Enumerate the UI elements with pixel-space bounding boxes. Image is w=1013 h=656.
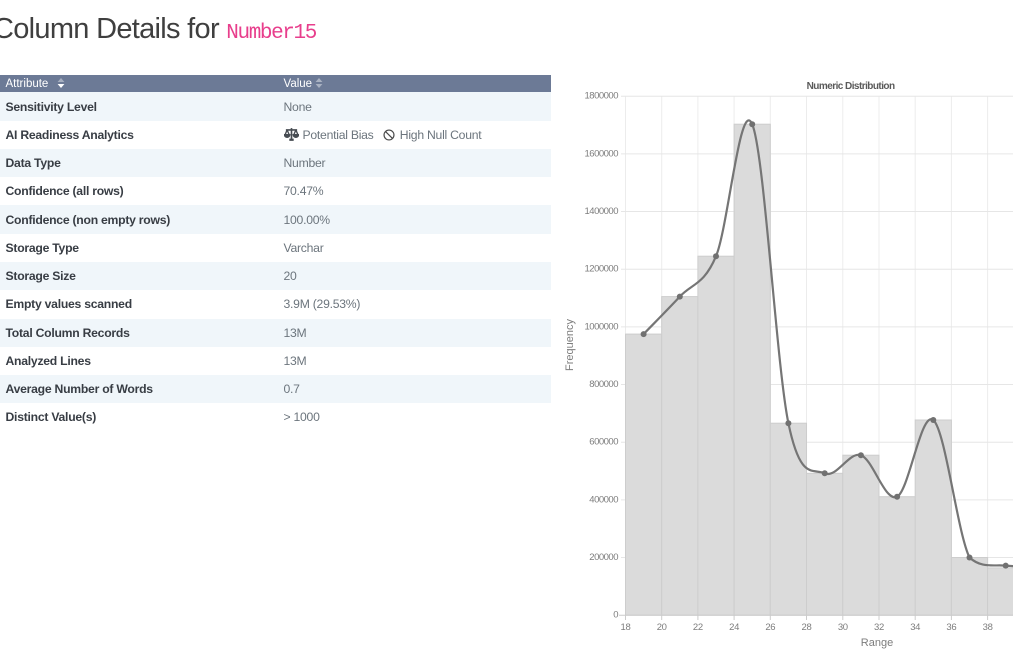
svg-text:1600000: 1600000 (585, 148, 619, 159)
svg-text:1200000: 1200000 (585, 264, 619, 275)
svg-text:800000: 800000 (589, 379, 618, 390)
svg-text:34: 34 (910, 622, 920, 633)
svg-text:200000: 200000 (589, 552, 618, 563)
svg-text:32: 32 (874, 622, 884, 633)
svg-text:28: 28 (802, 622, 812, 633)
svg-text:20: 20 (657, 622, 667, 633)
svg-text:30: 30 (838, 622, 848, 633)
svg-text:400000: 400000 (589, 494, 618, 505)
svg-text:24: 24 (729, 622, 739, 633)
svg-text:1800000: 1800000 (585, 91, 619, 102)
svg-text:22: 22 (693, 622, 703, 633)
svg-text:26: 26 (765, 622, 775, 633)
svg-text:600000: 600000 (589, 437, 618, 448)
svg-text:1400000: 1400000 (585, 206, 619, 217)
svg-text:Numeric Distribution: Numeric Distribution (807, 81, 895, 92)
svg-text:Range: Range (861, 637, 893, 649)
svg-text:18: 18 (621, 622, 631, 633)
svg-text:0: 0 (613, 610, 618, 621)
svg-text:1000000: 1000000 (585, 321, 619, 332)
svg-text:Frequency: Frequency (564, 319, 576, 371)
svg-text:36: 36 (946, 622, 956, 633)
svg-text:38: 38 (983, 622, 993, 633)
